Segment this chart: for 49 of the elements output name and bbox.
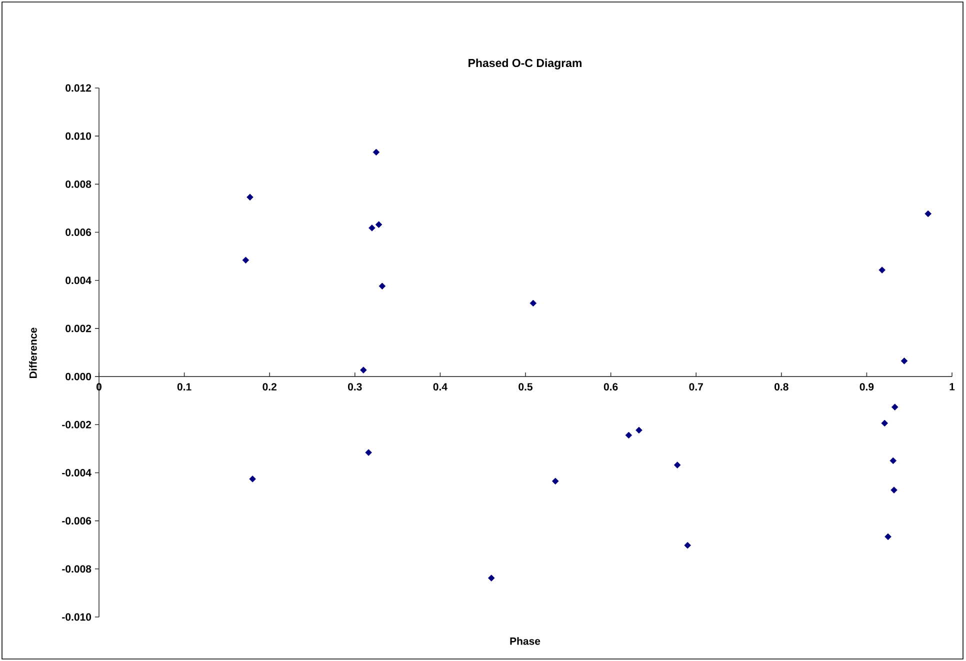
x-tick-label: 0.6 <box>604 383 618 391</box>
point <box>684 542 691 549</box>
point <box>884 533 892 540</box>
point <box>881 420 888 427</box>
point <box>372 148 380 156</box>
x-tick-label: 0.9 <box>860 383 874 391</box>
y-tick-label: -0.010 <box>62 613 92 621</box>
y-tick-label: 0.002 <box>66 324 92 332</box>
y-tick-label: 0.000 <box>66 372 92 380</box>
y-tick-label: -0.008 <box>62 565 92 573</box>
x-tick-label: 0.8 <box>774 383 788 391</box>
point <box>674 462 681 468</box>
y-tick-label: 0.010 <box>66 132 92 140</box>
x-tick-label: 1 <box>950 383 955 390</box>
x-tick-label: 0.5 <box>518 383 532 391</box>
point <box>249 476 256 482</box>
y-tick-label: -0.004 <box>62 469 92 476</box>
point <box>552 478 559 485</box>
x-axis-title: Phase <box>510 637 540 645</box>
y-tick-label: -0.002 <box>62 420 92 428</box>
point <box>365 449 372 456</box>
y-axis-title: Difference <box>29 328 37 378</box>
y-tick-label: 0.004 <box>66 276 92 284</box>
x-tick-label: 0.7 <box>689 383 703 391</box>
y-tick-label: 0.006 <box>66 228 92 236</box>
point <box>378 282 386 290</box>
point <box>625 432 632 439</box>
point <box>636 426 642 434</box>
point <box>890 486 898 494</box>
point <box>375 221 382 228</box>
point <box>242 256 250 264</box>
x-tick-label: 0.2 <box>262 383 276 391</box>
point <box>878 266 886 274</box>
point <box>488 574 495 582</box>
point <box>360 366 367 374</box>
point <box>246 194 254 201</box>
x-tick-label: 0.1 <box>177 383 192 391</box>
x-tick-label: 0.4 <box>433 383 448 391</box>
point <box>368 224 376 232</box>
y-tick-label: 0.012 <box>66 84 92 92</box>
point <box>890 457 897 464</box>
point <box>924 210 932 218</box>
y-tick-label: 0.008 <box>66 180 92 188</box>
x-tick-label: 0.3 <box>348 383 362 391</box>
point <box>900 358 908 364</box>
point <box>891 404 898 410</box>
chart-title: Phased O-C Diagram <box>468 58 582 70</box>
point <box>530 300 537 307</box>
y-tick-label: -0.006 <box>62 517 92 525</box>
